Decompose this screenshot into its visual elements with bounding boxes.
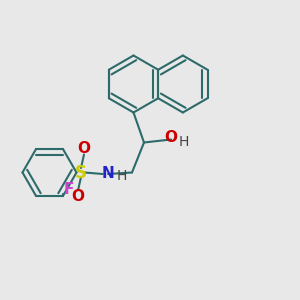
Text: H: H <box>116 169 127 182</box>
Text: F: F <box>64 182 74 197</box>
Text: O: O <box>164 130 178 146</box>
Text: N: N <box>102 167 114 182</box>
Text: H: H <box>178 135 189 149</box>
Text: S: S <box>75 164 87 181</box>
Text: O: O <box>77 141 91 156</box>
Text: O: O <box>71 189 85 204</box>
